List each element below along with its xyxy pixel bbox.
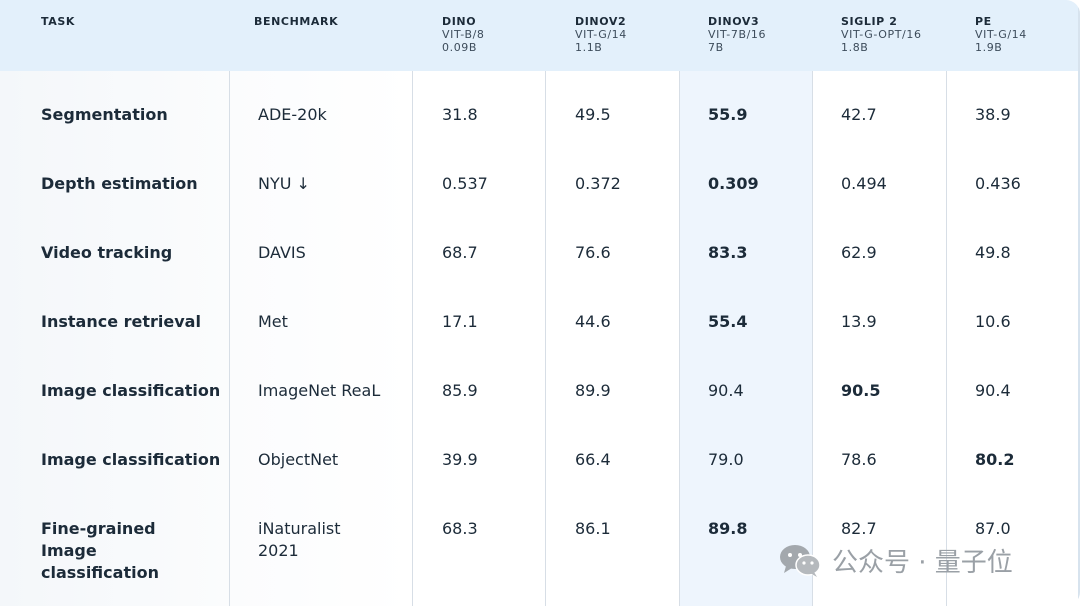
row-task: Fine-grained Image classification — [41, 519, 159, 582]
model-size: 1.9B — [975, 41, 1003, 54]
score-cell: 90.4 — [975, 381, 1011, 400]
score-cell: 68.3 — [442, 519, 478, 538]
row-benchmark: DAVIS — [258, 243, 306, 262]
row-benchmark: iNaturalist 2021 — [258, 519, 341, 560]
score-cell: 82.7 — [841, 519, 877, 538]
row-benchmark: ObjectNet — [258, 450, 339, 469]
score-cell: 87.0 — [975, 519, 1011, 538]
wechat-icon — [780, 545, 821, 577]
model-arch: VIT-7B/16 — [708, 28, 767, 41]
score-cell: 80.2 — [975, 450, 1015, 469]
model-arch: VIT-G-OPT/16 — [841, 28, 922, 41]
model-size: 1.8B — [841, 41, 869, 54]
score-cell: 39.9 — [442, 450, 478, 469]
column-divider — [812, 71, 813, 606]
header-model-pe: PE VIT-G/14 1.9B — [975, 15, 1027, 54]
row-benchmark: ImageNet ReaL — [258, 381, 381, 400]
row-benchmark: NYU ↓ — [258, 174, 310, 193]
header-task-label: TASK — [41, 15, 76, 28]
header-task: TASK — [41, 15, 75, 28]
column-divider — [412, 71, 413, 606]
score-cell: 89.8 — [708, 519, 748, 538]
row-task: Video tracking — [41, 243, 173, 262]
score-cell: 38.9 — [975, 105, 1011, 124]
row-benchmark: ADE-20k — [258, 105, 327, 124]
model-name: SIGLIP 2 — [841, 15, 898, 28]
row-task: Depth estimation — [41, 174, 198, 193]
table-header — [0, 0, 1080, 71]
score-cell: 55.4 — [708, 312, 748, 331]
model-arch: VIT-G/14 — [975, 28, 1027, 41]
score-cell: 55.9 — [708, 105, 748, 124]
row-task: Segmentation — [41, 105, 168, 124]
model-size: 0.09B — [442, 41, 478, 54]
dinov3-column-highlight — [680, 71, 813, 606]
header-model-dino: DINO VIT-B/8 0.09B — [442, 15, 485, 54]
score-cell: 0.309 — [708, 174, 759, 193]
score-cell: 76.6 — [575, 243, 611, 262]
score-cell: 31.8 — [442, 105, 478, 124]
column-divider — [946, 71, 947, 606]
score-cell: 10.6 — [975, 312, 1011, 331]
watermark-text: 公众号 · 量子位 — [832, 547, 1013, 578]
score-cell: 79.0 — [708, 450, 744, 469]
score-cell: 13.9 — [841, 312, 877, 331]
header-model-siglip2: SIGLIP 2 VIT-G-OPT/16 1.8B — [841, 15, 922, 54]
row-task: Image classification — [41, 450, 221, 469]
score-cell: 86.1 — [575, 519, 611, 538]
score-cell: 0.372 — [575, 174, 621, 193]
score-cell: 83.3 — [708, 243, 748, 262]
watermark: 公众号 · 量子位 — [778, 540, 1013, 580]
row-task: Image classification — [41, 381, 221, 400]
score-cell: 49.5 — [575, 105, 611, 124]
header-model-dinov2: DINOV2 VIT-G/14 1.1B — [575, 15, 627, 54]
score-cell: 90.4 — [708, 381, 744, 400]
score-cell: 49.8 — [975, 243, 1011, 262]
score-cell: 44.6 — [575, 312, 611, 331]
score-cell: 66.4 — [575, 450, 611, 469]
score-cell: 17.1 — [442, 312, 478, 331]
score-cell: 85.9 — [442, 381, 478, 400]
row-benchmark: Met — [258, 312, 288, 331]
score-cell: 0.537 — [442, 174, 488, 193]
header-benchmark-label: BENCHMARK — [254, 15, 339, 28]
model-size: 7B — [708, 41, 724, 54]
score-cell: 42.7 — [841, 105, 877, 124]
column-divider — [545, 71, 546, 606]
model-arch: VIT-B/8 — [442, 28, 485, 41]
column-divider — [679, 71, 680, 606]
model-name: DINOV3 — [708, 15, 760, 28]
model-name: PE — [975, 15, 992, 28]
model-name: DINO — [442, 15, 477, 28]
score-cell: 0.494 — [841, 174, 887, 193]
model-name: DINOV2 — [575, 15, 627, 28]
header-model-dinov3: DINOV3 VIT-7B/16 7B — [708, 15, 766, 54]
model-arch: VIT-G/14 — [575, 28, 627, 41]
row-task: Instance retrieval — [41, 312, 201, 331]
column-divider — [229, 71, 230, 606]
score-cell: 0.436 — [975, 174, 1021, 193]
score-cell: 89.9 — [575, 381, 611, 400]
score-cell: 78.6 — [841, 450, 877, 469]
score-cell: 90.5 — [841, 381, 881, 400]
score-cell: 68.7 — [442, 243, 478, 262]
header-benchmark: BENCHMARK — [254, 15, 338, 28]
table-edge — [1078, 0, 1080, 606]
model-size: 1.1B — [575, 41, 603, 54]
score-cell: 62.9 — [841, 243, 877, 262]
